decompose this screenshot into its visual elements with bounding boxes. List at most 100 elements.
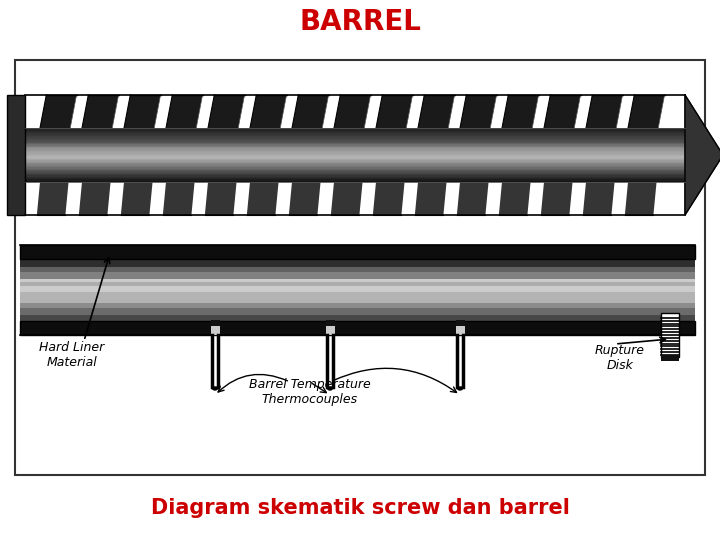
Bar: [20, 321, 695, 335]
Polygon shape: [37, 182, 68, 215]
Bar: [20, 292, 695, 302]
Bar: [20, 256, 695, 267]
Polygon shape: [502, 95, 539, 128]
Bar: [20, 315, 695, 324]
Bar: [25, 157, 685, 159]
Polygon shape: [289, 182, 320, 215]
Bar: [20, 272, 695, 279]
Bar: [25, 163, 685, 165]
Bar: [25, 148, 685, 150]
Bar: [25, 168, 685, 170]
Text: Rupture
Disk: Rupture Disk: [595, 344, 645, 372]
Polygon shape: [625, 182, 657, 215]
Polygon shape: [583, 182, 615, 215]
Bar: [25, 134, 685, 136]
Bar: [25, 130, 685, 132]
Bar: [25, 161, 685, 163]
Bar: [25, 153, 685, 155]
Polygon shape: [250, 95, 287, 128]
Bar: [661, 355, 679, 361]
Bar: [25, 133, 685, 135]
Polygon shape: [331, 182, 363, 215]
Bar: [25, 143, 685, 144]
Bar: [20, 245, 695, 335]
Polygon shape: [541, 182, 572, 215]
Bar: [20, 302, 695, 308]
Bar: [25, 145, 685, 147]
Bar: [326, 320, 335, 326]
Bar: [25, 136, 685, 138]
Polygon shape: [457, 182, 489, 215]
Polygon shape: [628, 95, 665, 128]
Bar: [326, 321, 335, 335]
Polygon shape: [460, 95, 497, 128]
Bar: [25, 141, 685, 143]
Bar: [25, 151, 685, 152]
Polygon shape: [376, 95, 413, 128]
Bar: [20, 245, 695, 259]
Bar: [25, 170, 685, 171]
Bar: [20, 245, 695, 256]
Bar: [25, 129, 685, 131]
Polygon shape: [685, 95, 720, 215]
Bar: [25, 140, 685, 141]
Text: Barrel Temperature
Thermocouples: Barrel Temperature Thermocouples: [249, 378, 371, 406]
Bar: [456, 321, 465, 335]
Bar: [211, 320, 220, 326]
Text: Diagram skematik screw dan barrel: Diagram skematik screw dan barrel: [150, 498, 570, 518]
Bar: [25, 144, 685, 146]
Polygon shape: [247, 182, 279, 215]
Bar: [15, 60, 705, 475]
Polygon shape: [292, 95, 328, 128]
Bar: [661, 313, 679, 357]
Bar: [25, 178, 685, 179]
Polygon shape: [415, 182, 446, 215]
Polygon shape: [166, 95, 202, 128]
Bar: [25, 176, 685, 178]
Bar: [25, 165, 685, 167]
Polygon shape: [124, 95, 161, 128]
Polygon shape: [544, 95, 580, 128]
Polygon shape: [457, 387, 463, 390]
Bar: [456, 320, 465, 326]
Bar: [20, 267, 695, 272]
Bar: [20, 308, 695, 315]
Polygon shape: [82, 95, 119, 128]
Polygon shape: [40, 95, 76, 128]
Bar: [25, 171, 685, 173]
Text: BARREL: BARREL: [299, 8, 421, 36]
Bar: [20, 324, 695, 335]
Bar: [25, 164, 685, 166]
Bar: [25, 180, 685, 182]
Polygon shape: [499, 182, 531, 215]
Bar: [25, 156, 685, 158]
Bar: [20, 279, 695, 286]
Bar: [25, 175, 685, 177]
Polygon shape: [373, 182, 405, 215]
Bar: [25, 152, 685, 154]
Polygon shape: [163, 182, 194, 215]
Bar: [25, 146, 685, 148]
Bar: [25, 132, 685, 133]
Bar: [25, 149, 685, 151]
Polygon shape: [418, 95, 454, 128]
Text: Hard Liner
Material: Hard Liner Material: [40, 341, 104, 369]
Polygon shape: [586, 95, 623, 128]
Bar: [25, 138, 685, 140]
Polygon shape: [334, 95, 371, 128]
Bar: [25, 167, 685, 168]
Bar: [20, 279, 695, 282]
Polygon shape: [79, 182, 111, 215]
Bar: [20, 286, 695, 292]
Bar: [7, 95, 25, 215]
Bar: [25, 160, 685, 162]
Polygon shape: [212, 387, 218, 390]
Bar: [25, 127, 685, 130]
Bar: [25, 172, 685, 174]
Bar: [661, 313, 679, 357]
Bar: [25, 159, 685, 160]
Bar: [25, 179, 685, 181]
Polygon shape: [205, 182, 237, 215]
Polygon shape: [327, 387, 333, 390]
Bar: [211, 321, 220, 335]
